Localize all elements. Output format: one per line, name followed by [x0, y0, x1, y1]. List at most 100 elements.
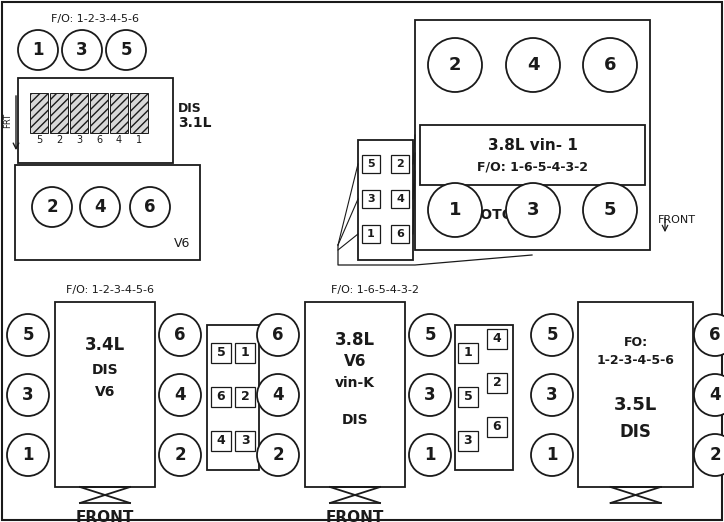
Bar: [30, 93, 48, 133]
Text: 5: 5: [604, 201, 616, 219]
Text: FO:: FO:: [623, 336, 647, 349]
Text: 2: 2: [710, 446, 721, 464]
Text: FRONT: FRONT: [658, 215, 696, 225]
Text: DIS: DIS: [178, 101, 202, 114]
Bar: [391, 190, 409, 208]
Text: 4: 4: [94, 198, 106, 216]
Text: 3.8L vin- 1: 3.8L vin- 1: [487, 137, 578, 152]
Bar: [362, 190, 380, 208]
Text: 2: 2: [46, 198, 58, 216]
Text: V6: V6: [174, 237, 190, 250]
Text: 6: 6: [710, 326, 721, 344]
Bar: [55, 302, 155, 487]
Circle shape: [694, 374, 724, 416]
Text: 3: 3: [22, 386, 34, 404]
Text: F/O: 1-6-5-4-3-2: F/O: 1-6-5-4-3-2: [477, 160, 588, 173]
Circle shape: [257, 434, 299, 476]
Bar: [362, 225, 380, 243]
Text: 5: 5: [216, 347, 225, 360]
Text: 2: 2: [240, 390, 249, 404]
Text: 5: 5: [546, 326, 557, 344]
Text: FRONT: FRONT: [326, 509, 384, 522]
Circle shape: [428, 183, 482, 237]
Bar: [235, 387, 255, 407]
Circle shape: [694, 314, 724, 356]
Bar: [458, 431, 478, 451]
Bar: [235, 431, 255, 451]
Text: DIS: DIS: [92, 363, 118, 377]
Text: 2: 2: [56, 135, 62, 145]
Bar: [420, 125, 645, 185]
Text: G. MOTORS: G. MOTORS: [445, 208, 535, 222]
Circle shape: [583, 183, 637, 237]
Bar: [487, 417, 507, 437]
Text: 1-2-3-4-5-6: 1-2-3-4-5-6: [597, 353, 675, 366]
Text: 3: 3: [367, 194, 375, 204]
Circle shape: [159, 314, 201, 356]
Text: 4: 4: [710, 386, 721, 404]
Text: 3: 3: [546, 386, 557, 404]
Text: 4: 4: [116, 135, 122, 145]
Bar: [207, 325, 259, 470]
Text: 2: 2: [174, 446, 186, 464]
Text: 1: 1: [463, 347, 472, 360]
Circle shape: [7, 314, 49, 356]
Text: FRONT: FRONT: [76, 509, 134, 522]
Bar: [15, 165, 200, 260]
Circle shape: [18, 30, 58, 70]
Bar: [458, 387, 478, 407]
Bar: [458, 343, 478, 363]
Bar: [211, 387, 231, 407]
Bar: [358, 140, 413, 260]
Bar: [130, 93, 148, 133]
Text: 2: 2: [449, 56, 461, 74]
Text: 5: 5: [120, 41, 132, 59]
Bar: [211, 343, 231, 363]
Bar: [487, 373, 507, 393]
Bar: [70, 93, 88, 133]
Circle shape: [531, 434, 573, 476]
Text: 3: 3: [463, 434, 472, 447]
Circle shape: [106, 30, 146, 70]
Circle shape: [531, 314, 573, 356]
Text: 5: 5: [463, 390, 472, 404]
Text: 5: 5: [367, 159, 375, 169]
Circle shape: [409, 374, 451, 416]
Text: 3: 3: [424, 386, 436, 404]
Text: 3: 3: [76, 41, 88, 59]
Text: 1: 1: [367, 229, 375, 239]
Text: 5: 5: [36, 135, 42, 145]
Text: F/O: 1-2-3-4-5-6: F/O: 1-2-3-4-5-6: [66, 285, 154, 295]
Bar: [305, 302, 405, 487]
Text: 5: 5: [424, 326, 436, 344]
Bar: [415, 20, 650, 250]
Text: 4: 4: [216, 434, 225, 447]
Text: 2: 2: [272, 446, 284, 464]
Text: 4: 4: [527, 56, 539, 74]
Text: 1: 1: [240, 347, 249, 360]
Text: 6: 6: [96, 135, 102, 145]
Circle shape: [80, 187, 120, 227]
Text: 3: 3: [76, 135, 82, 145]
Text: 3.5L: 3.5L: [614, 396, 657, 414]
Circle shape: [506, 38, 560, 92]
Text: 6: 6: [493, 421, 501, 433]
Circle shape: [130, 187, 170, 227]
Circle shape: [159, 434, 201, 476]
Circle shape: [7, 374, 49, 416]
Circle shape: [531, 374, 573, 416]
Text: vin-K: vin-K: [335, 376, 375, 390]
Bar: [578, 302, 693, 487]
Text: 3: 3: [240, 434, 249, 447]
Text: 4: 4: [174, 386, 186, 404]
Circle shape: [694, 434, 724, 476]
Text: V6: V6: [95, 385, 115, 399]
Text: 4: 4: [396, 194, 404, 204]
Circle shape: [257, 314, 299, 356]
Circle shape: [32, 187, 72, 227]
Circle shape: [409, 314, 451, 356]
Text: 3: 3: [527, 201, 539, 219]
Text: F/O: 1-6-5-4-3-2: F/O: 1-6-5-4-3-2: [331, 285, 419, 295]
Circle shape: [428, 38, 482, 92]
Text: V6: V6: [344, 354, 366, 370]
